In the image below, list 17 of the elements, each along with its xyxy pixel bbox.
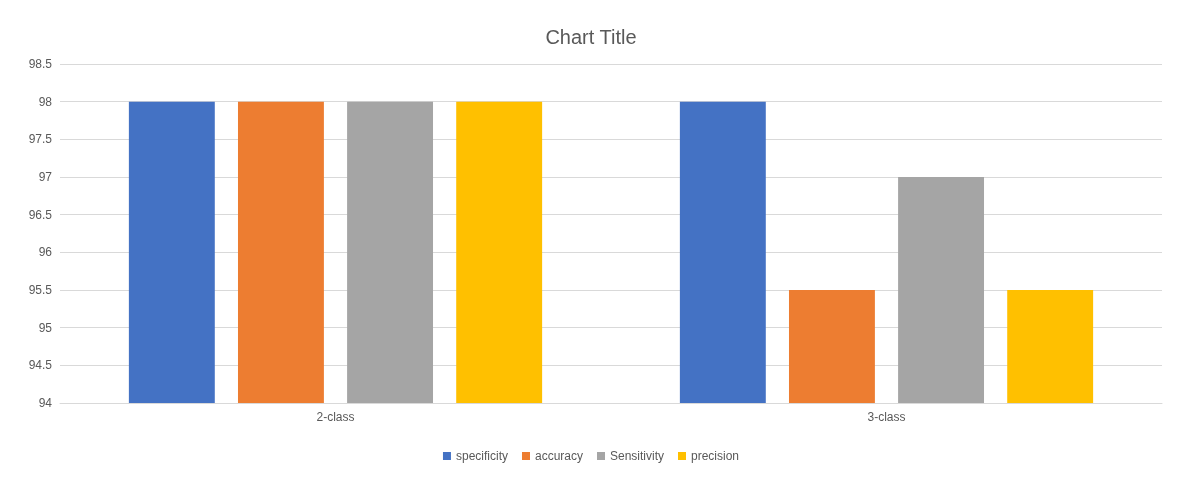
y-tick-label: 96 [38,245,53,260]
y-tick-label: 97 [38,170,53,184]
chart-title: Chart Title [545,26,637,48]
legend-label: specificity [455,449,508,463]
y-tick-label: 95 [38,320,53,335]
y-tick-label: 95.5 [28,283,53,297]
y-tick-label: 98.5 [28,57,53,71]
y-tick-label: 94 [38,396,53,410]
x-tick-label: 2-class [316,410,355,424]
y-tick-label: 98 [38,94,53,109]
legend-label: accuracy [534,449,584,463]
y-tick-label: 94.5 [28,358,53,373]
y-tick-label: 96.5 [28,207,53,222]
legend-label: Sensitivity [610,449,665,463]
legend-label: precision [691,449,740,463]
x-tick-label: 3-class [867,410,906,424]
y-tick-label: 97.5 [28,132,53,147]
